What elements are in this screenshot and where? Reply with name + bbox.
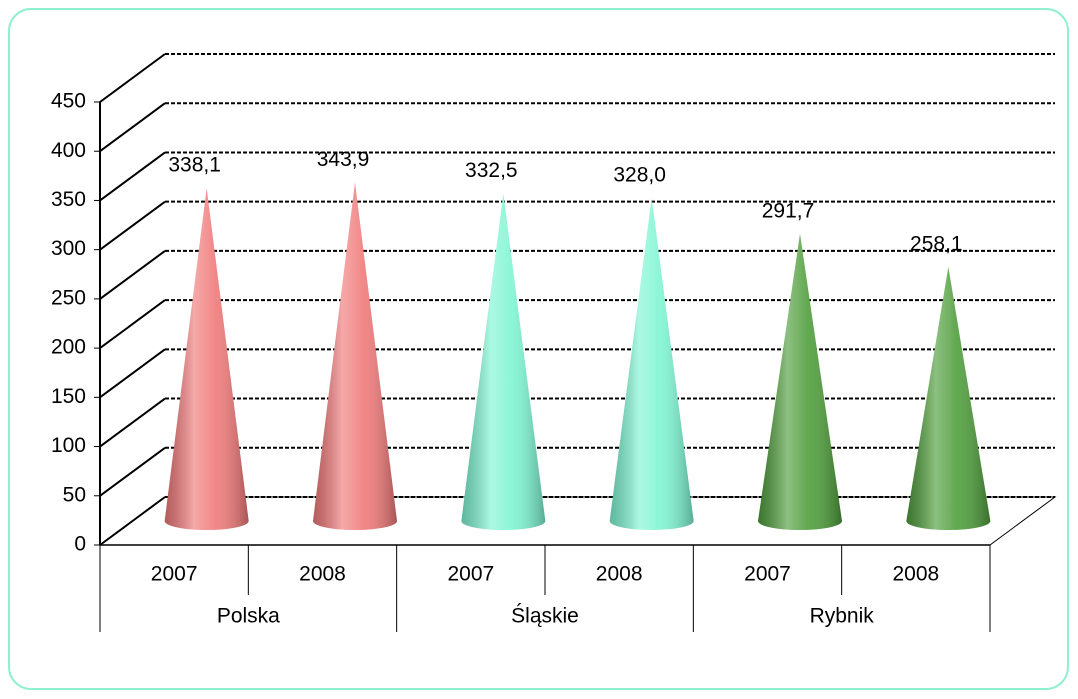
value-label: 258,1 bbox=[910, 232, 963, 255]
cone-shade bbox=[758, 233, 842, 530]
cone-shade bbox=[313, 182, 397, 530]
side-grid-line bbox=[99, 200, 166, 251]
side-grid-line bbox=[99, 496, 166, 546]
side-grid-line bbox=[99, 250, 166, 300]
y-tick-label: 0 bbox=[74, 533, 86, 556]
x-tick-label: 2008 bbox=[892, 563, 939, 586]
x-tick-label: 2007 bbox=[151, 563, 198, 586]
value-label: 332,5 bbox=[465, 159, 518, 182]
y-tick-label: 200 bbox=[51, 336, 86, 359]
side-grid-line bbox=[99, 151, 166, 202]
y-tick-label: 150 bbox=[51, 385, 86, 408]
x-tick-label: 2007 bbox=[744, 563, 791, 586]
value-label: 343,9 bbox=[317, 148, 370, 171]
side-grid-line bbox=[99, 102, 166, 153]
y-tick-label: 350 bbox=[51, 188, 86, 211]
value-label: 338,1 bbox=[168, 154, 221, 177]
value-label: 291,7 bbox=[762, 199, 815, 222]
side-grid-line bbox=[99, 53, 166, 103]
x-tick-label: 2008 bbox=[596, 563, 643, 586]
cone-shade bbox=[461, 193, 546, 530]
group-label: Rybnik bbox=[810, 605, 875, 628]
y-tick-label: 300 bbox=[51, 237, 86, 260]
y-tick-label: 450 bbox=[51, 90, 86, 113]
side-grid-line bbox=[99, 348, 166, 399]
side-grid-line bbox=[99, 299, 166, 349]
side-grid-line bbox=[99, 397, 166, 448]
cone-shade bbox=[164, 188, 249, 530]
y-tick-label: 250 bbox=[51, 286, 86, 309]
group-label: Polska bbox=[217, 605, 280, 628]
y-tick-label: 400 bbox=[51, 139, 86, 162]
side-grid-line bbox=[99, 446, 166, 497]
cone-shade bbox=[609, 198, 694, 530]
cone-shade bbox=[906, 266, 991, 530]
x-tick-label: 2007 bbox=[447, 563, 494, 586]
group-label: Śląskie bbox=[511, 604, 579, 628]
y-tick-label: 50 bbox=[63, 483, 86, 506]
y-tick-label: 100 bbox=[51, 434, 86, 457]
x-tick-label: 2008 bbox=[299, 563, 346, 586]
value-label: 328,0 bbox=[613, 164, 666, 187]
